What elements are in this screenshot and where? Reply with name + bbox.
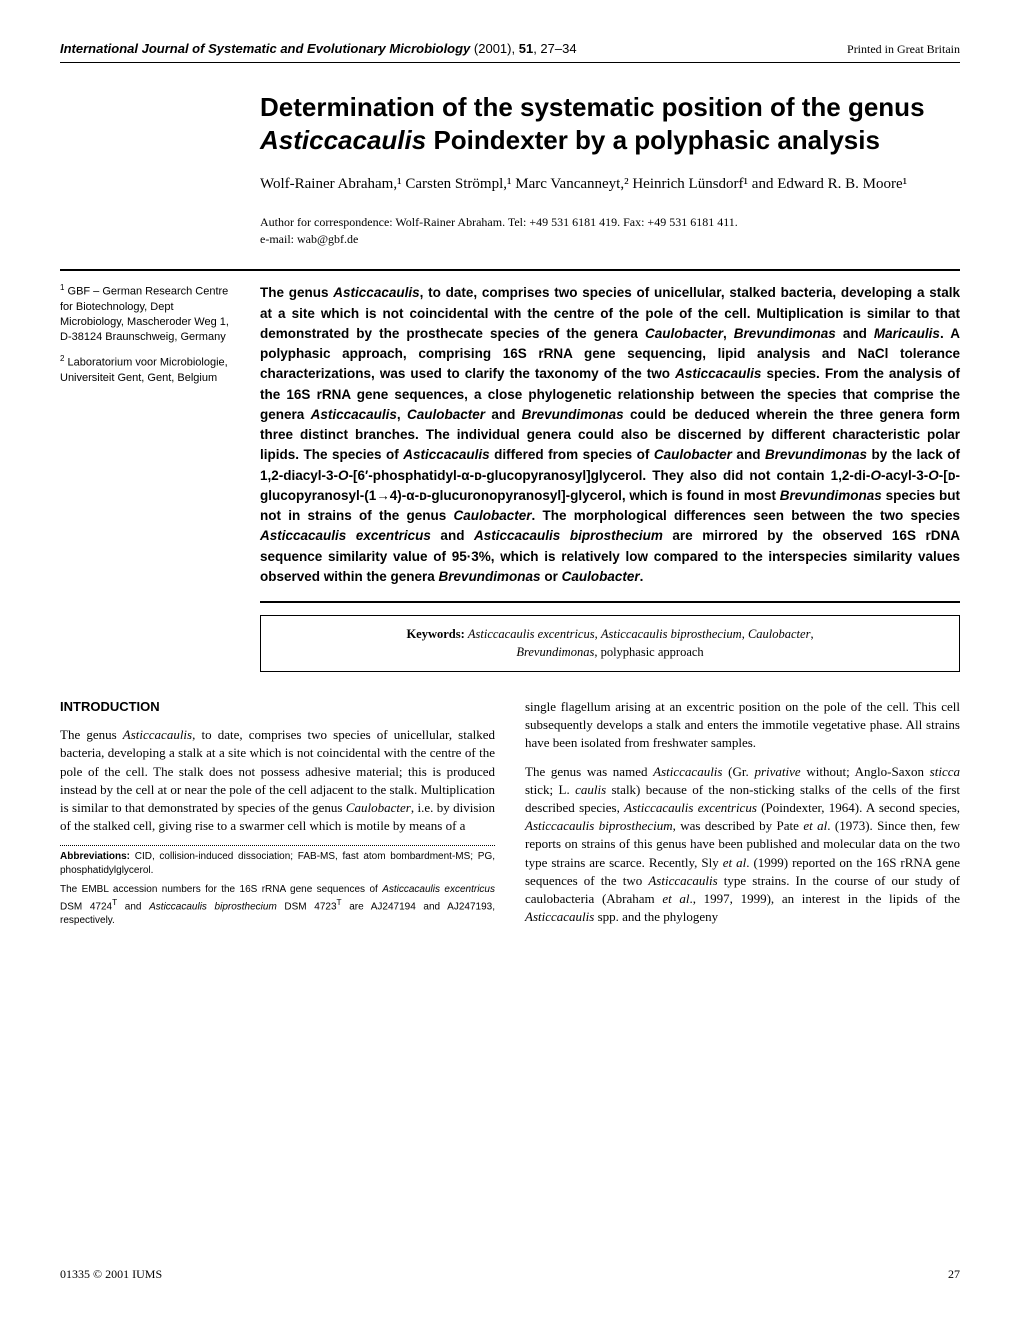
keywords-box: Keywords: Asticcacaulis excentricus, Ast… [260, 615, 960, 672]
intro-p1: The genus Asticcacaulis, to date, compri… [60, 726, 495, 835]
affil-abstract-row: 1 GBF – German Research Centre for Biote… [60, 283, 960, 587]
printed-in: Printed in Great Britain [847, 42, 960, 57]
title-italic-1: Asticcacaulis [260, 125, 426, 155]
divider-top [60, 269, 960, 271]
footnote-accession: The EMBL accession numbers for the 16S r… [60, 883, 495, 927]
journal-year: (2001), [470, 41, 518, 56]
keywords-label: Keywords: [406, 627, 464, 641]
footer-left: 01335 © 2001 IUMS [60, 1267, 162, 1282]
journal-pages: , 27–34 [533, 41, 576, 56]
col2-p2: The genus was named Asticcacaulis (Gr. p… [525, 763, 960, 927]
affil-1-text: GBF – German Research Centre for Biotech… [60, 286, 229, 343]
col2-p1: single flagellum arising at an excentric… [525, 698, 960, 753]
page-footer: 01335 © 2001 IUMS 27 [60, 1267, 960, 1282]
column-left: INTRODUCTION The genus Asticcacaulis, to… [60, 698, 495, 936]
journal-citation: International Journal of Systematic and … [60, 40, 577, 58]
affiliation-1: 1 GBF – German Research Centre for Biote… [60, 283, 240, 344]
article-title: Determination of the systematic position… [260, 91, 960, 156]
footnote-abbrev: Abbreviations: CID, collision-induced di… [60, 850, 495, 877]
body-columns: INTRODUCTION The genus Asticcacaulis, to… [60, 698, 960, 936]
corr-line1: Author for correspondence: Wolf-Rainer A… [260, 215, 738, 229]
affiliations: 1 GBF – German Research Centre for Biote… [60, 283, 240, 587]
authors: Wolf-Rainer Abraham,¹ Carsten Strömpl,¹ … [260, 174, 960, 196]
intro-heading: INTRODUCTION [60, 698, 495, 716]
footnote-divider [60, 845, 495, 846]
correspondence: Author for correspondence: Wolf-Rainer A… [260, 214, 960, 248]
title-text-1: Determination of the systematic position… [260, 92, 925, 122]
title-text-2: Poindexter by a polyphasic analysis [426, 125, 880, 155]
column-right: single flagellum arising at an excentric… [525, 698, 960, 936]
corr-line2: e-mail: wab@gbf.de [260, 232, 358, 246]
journal-header: International Journal of Systematic and … [60, 40, 960, 63]
affiliation-2: 2 Laboratorium voor Microbiologie, Unive… [60, 354, 240, 385]
footer-right: 27 [948, 1267, 960, 1282]
title-block: Determination of the systematic position… [260, 91, 960, 247]
divider-mid [260, 601, 960, 603]
journal-vol: 51 [519, 41, 533, 56]
affil-2-text: Laboratorium voor Microbiologie, Univers… [60, 357, 228, 384]
journal-name: International Journal of Systematic and … [60, 41, 470, 56]
abstract: The genus Asticcacaulis, to date, compri… [260, 283, 960, 587]
